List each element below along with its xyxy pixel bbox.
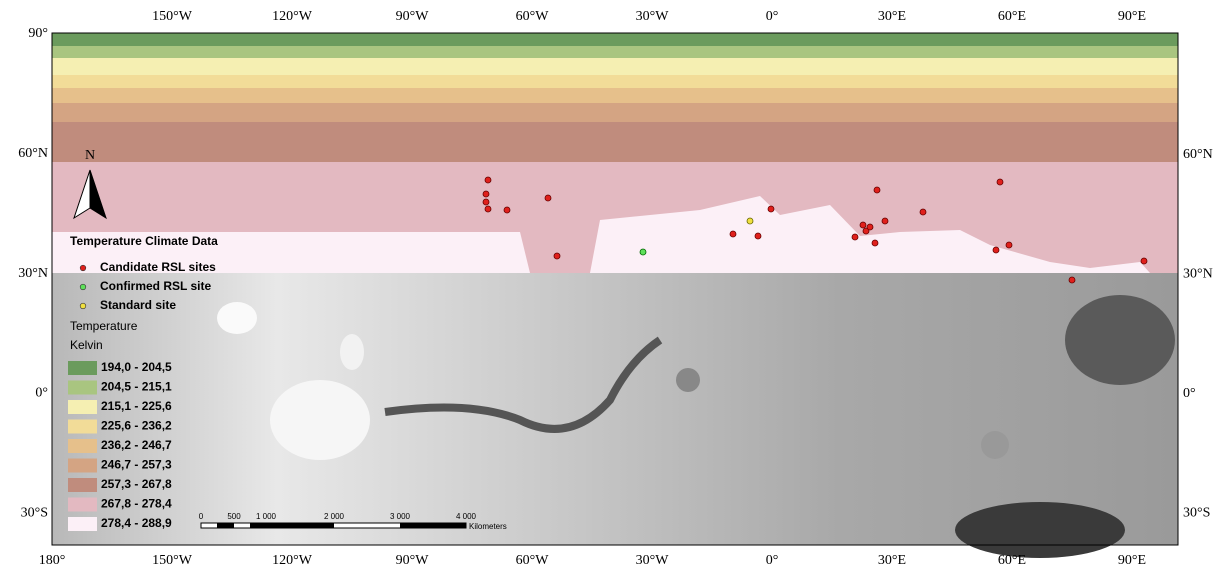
class-swatch	[68, 400, 97, 414]
top-label: 30°E	[878, 9, 906, 24]
terrain	[52, 273, 1178, 558]
class-label: 267,8 - 278,4	[101, 497, 172, 511]
bottom-label: 120°W	[272, 553, 313, 568]
page: {"axes": { "top_labels": ["150°W", "120°…	[0, 0, 1227, 572]
bottom-label: 180°	[39, 553, 66, 568]
left-label: 30°S	[21, 505, 48, 520]
temperature-band	[52, 122, 1178, 162]
site-label: Candidate RSL sites	[100, 260, 216, 274]
left-label: 30°N	[18, 266, 48, 281]
class-label: 236,2 - 246,7	[101, 438, 172, 452]
site-symbol	[80, 303, 86, 309]
temperature-layer	[52, 33, 1178, 273]
scale-unit: Kilometers	[469, 522, 507, 531]
temperature-band	[52, 75, 1178, 88]
right-label: 30°S	[1183, 506, 1210, 521]
top-label: 150°W	[152, 9, 193, 24]
right-label: 0°	[1183, 386, 1196, 401]
bottom-label: 0°	[766, 553, 779, 568]
scale-tick-label: 0	[199, 512, 204, 521]
temperature-band	[52, 33, 1178, 46]
class-swatch	[68, 420, 97, 434]
top-label: 60°W	[516, 9, 550, 24]
site-label: Confirmed RSL site	[100, 279, 211, 293]
unit-label: Kelvin	[70, 338, 103, 352]
left-label: 90°	[28, 26, 48, 41]
class-label: 225,6 - 236,2	[101, 419, 172, 433]
class-label: 278,4 - 288,9	[101, 516, 172, 530]
top-label: 30°W	[636, 9, 670, 24]
temperature-band	[52, 88, 1178, 103]
site-symbol	[80, 284, 86, 290]
class-label: 246,7 - 257,3	[101, 458, 172, 472]
class-swatch	[68, 361, 97, 375]
left-label: 0°	[35, 386, 48, 401]
bottom-label: 30°W	[636, 553, 670, 568]
temperature-band	[52, 58, 1178, 75]
class-label: 194,0 - 204,5	[101, 360, 172, 374]
scale-tick-label: 3 000	[390, 512, 411, 521]
top-label: 90°E	[1118, 9, 1146, 24]
top-label: 60°E	[998, 9, 1026, 24]
bottom-label: 90°W	[396, 553, 430, 568]
class-swatch	[68, 517, 97, 531]
class-swatch	[68, 498, 97, 512]
top-label: 0°	[766, 9, 779, 24]
class-label: 204,5 - 215,1	[101, 380, 172, 394]
legend-title: Temperature Climate Data	[70, 234, 218, 248]
bottom-label: 60°E	[998, 553, 1026, 568]
class-swatch	[68, 381, 97, 395]
north-label: N	[85, 148, 95, 163]
bottom-label: 150°W	[152, 553, 193, 568]
scale-tick-label: 2 000	[324, 512, 345, 521]
bottom-label: 30°E	[878, 553, 906, 568]
map: N Temperature Climate Data Temperature K…	[0, 0, 1227, 572]
right-label: 60°N	[1183, 147, 1213, 162]
bottom-label: 60°W	[516, 553, 550, 568]
class-label: 257,3 - 267,8	[101, 477, 172, 491]
class-swatch	[68, 439, 97, 453]
temperature-band	[52, 46, 1178, 58]
site-symbol	[80, 265, 86, 271]
scale-tick-label: 500	[227, 512, 241, 521]
temperature-band	[52, 103, 1178, 122]
bottom-label: 90°E	[1118, 553, 1146, 568]
class-swatch	[68, 478, 97, 492]
scale-tick-label: 1 000	[256, 512, 277, 521]
left-label: 60°N	[18, 146, 48, 161]
top-label: 120°W	[272, 9, 313, 24]
scale-tick-label: 4 000	[456, 512, 477, 521]
layer-title: Temperature	[70, 319, 138, 333]
class-label: 215,1 - 225,6	[101, 399, 172, 413]
right-label: 30°N	[1183, 267, 1213, 282]
class-swatch	[68, 459, 97, 473]
top-label: 90°W	[396, 9, 430, 24]
site-label: Standard site	[100, 298, 176, 312]
